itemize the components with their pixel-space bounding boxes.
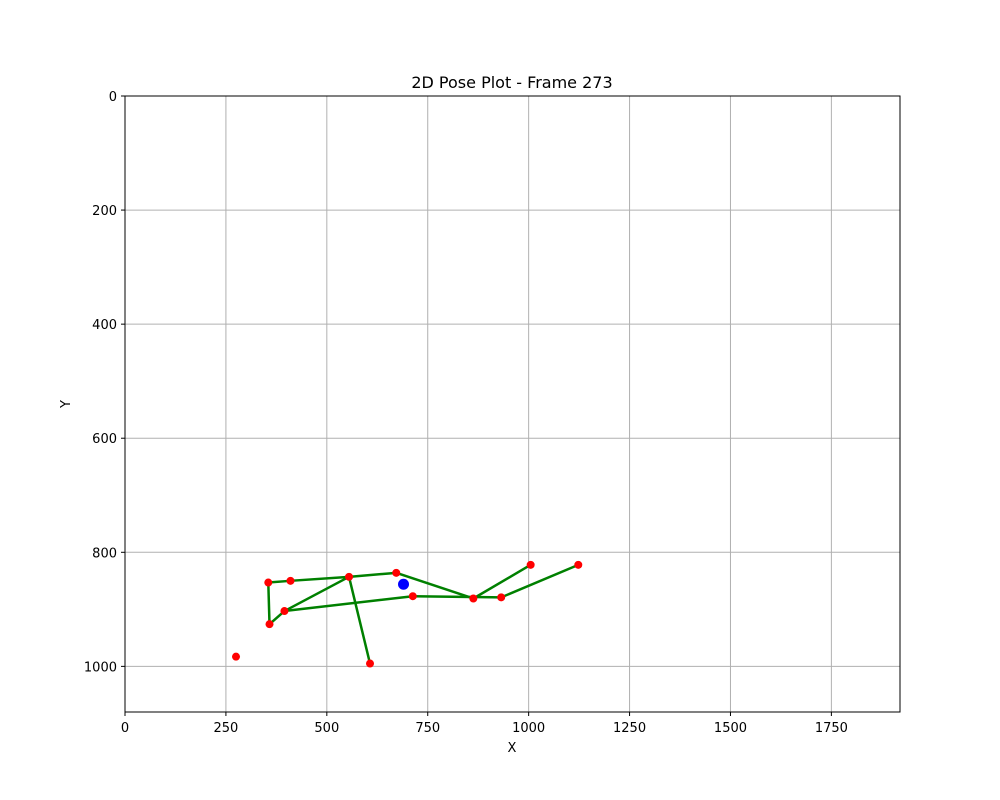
plot-area-frame (124, 95, 901, 713)
keypoint-marker (526, 560, 535, 569)
y-tick-label: 0 (109, 90, 117, 105)
y-tick-label: 600 (92, 432, 117, 447)
x-tick-label: 0 (121, 721, 129, 736)
keypoint-marker (264, 578, 273, 587)
y-axis-title: Y (59, 400, 74, 409)
x-tick-label: 250 (213, 721, 238, 736)
keypoint-marker (345, 572, 354, 581)
keypoint-marker (469, 594, 478, 603)
skeleton-bone (347, 575, 372, 665)
keypoint-marker (286, 576, 295, 585)
x-tick-label: 500 (314, 721, 339, 736)
chart-title: 2D Pose Plot - Frame 273 (411, 73, 612, 92)
keypoint-marker (408, 592, 417, 601)
keypoints (232, 560, 583, 668)
x-axis-title: X (508, 741, 517, 756)
y-tick-label: 800 (92, 546, 117, 561)
x-tick-label: 1250 (613, 721, 646, 736)
skeleton-bone (283, 575, 351, 613)
skeleton-bone (411, 594, 503, 599)
skeleton-bones (267, 563, 580, 665)
skeleton-bone (289, 575, 351, 583)
x-tick-label: 750 (415, 721, 440, 736)
skeleton-bone (395, 571, 475, 600)
x-tick-label: 1750 (815, 721, 848, 736)
y-tick-label: 400 (92, 318, 117, 333)
y-tick-label: 1000 (84, 660, 117, 675)
skeleton-bone (267, 581, 271, 626)
center-point-marker (398, 578, 410, 590)
axis-ticks: 0 250 500 750 1000 1250 1500 1750 0 200 400 600 800 1… (84, 90, 848, 736)
keypoint-marker (366, 659, 375, 668)
keypoint-marker (280, 607, 289, 616)
grid (124, 95, 900, 712)
keypoint-marker (392, 568, 401, 577)
skeleton-bone (472, 563, 532, 600)
keypoint-marker (497, 593, 506, 602)
keypoint-marker (232, 652, 241, 661)
x-tick-label: 1000 (512, 721, 545, 736)
y-tick-label: 200 (92, 204, 117, 219)
x-tick-label: 1500 (714, 721, 747, 736)
skeleton-bone (347, 571, 398, 579)
keypoint-marker (574, 560, 583, 569)
skeleton-bone (499, 563, 580, 599)
skeleton-bone (283, 594, 415, 613)
keypoint-marker (265, 620, 274, 629)
